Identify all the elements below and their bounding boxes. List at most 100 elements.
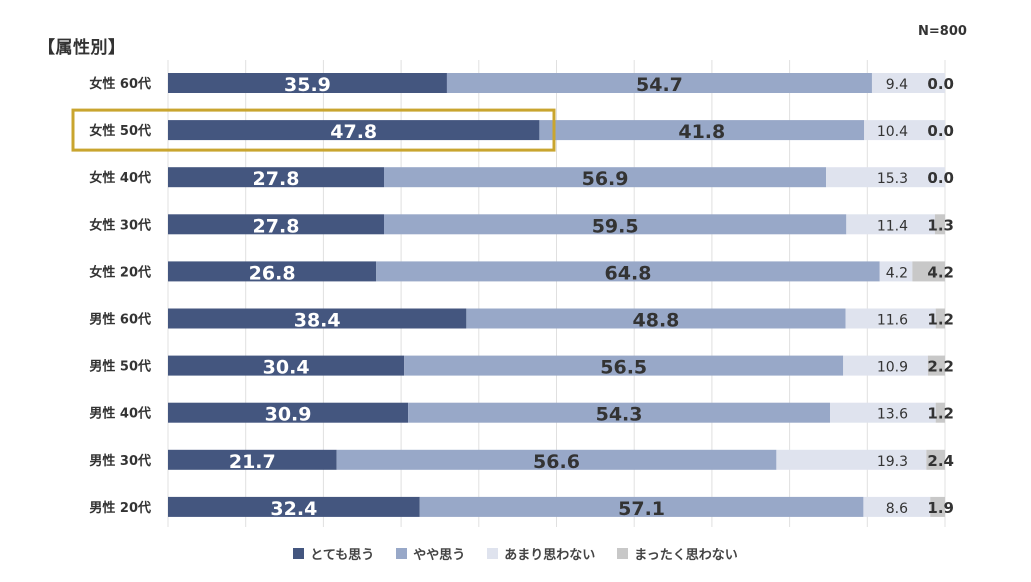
bar-segment — [927, 355, 945, 376]
data-label: 4.2 — [927, 263, 954, 281]
bar-segment — [864, 120, 945, 141]
highlight-box — [71, 108, 556, 152]
bar-segment — [871, 73, 945, 93]
category-label: 男性 60代 — [89, 312, 151, 328]
data-label: 8.6 — [886, 501, 908, 517]
bar-segment — [466, 308, 846, 329]
data-label: 15.3 — [877, 171, 908, 187]
bar-segment — [930, 496, 945, 517]
bar-segment — [826, 167, 945, 188]
bar-segment — [879, 261, 913, 282]
legend-item: まったく思わない — [617, 544, 738, 563]
data-label: 54.3 — [596, 404, 643, 426]
sample-size-label: N=800 — [918, 24, 967, 39]
data-label: 0.0 — [927, 122, 954, 140]
bar-segment — [935, 308, 945, 329]
data-label: 11.6 — [877, 313, 908, 329]
data-label: 64.8 — [605, 262, 652, 284]
legend-item: あまり思わない — [487, 544, 595, 563]
legend-label: あまり思わない — [504, 548, 596, 563]
bar-segment — [376, 261, 880, 282]
category-label: 男性 20代 — [89, 500, 151, 516]
data-label: 56.9 — [582, 168, 629, 190]
data-label: 10.4 — [877, 124, 908, 140]
data-label: 32.4 — [270, 498, 317, 520]
legend-swatch — [617, 548, 629, 559]
bar-segment — [168, 120, 540, 141]
data-label: 54.7 — [636, 74, 683, 96]
data-label: 48.8 — [633, 310, 680, 332]
data-label: 13.6 — [877, 407, 908, 423]
data-label: 38.4 — [294, 310, 341, 332]
bar-segment — [168, 496, 420, 517]
data-label: 0.0 — [927, 169, 954, 187]
bar-segment — [845, 308, 936, 329]
category-label: 女性 30代 — [89, 217, 151, 233]
bar-segment — [446, 73, 872, 93]
legend-item: とても思う — [293, 544, 374, 563]
data-label: 56.5 — [600, 357, 647, 379]
data-label: 27.8 — [253, 168, 300, 190]
category-label: 女性 60代 — [89, 76, 151, 92]
bar-segment — [846, 214, 935, 235]
category-label: 女性 40代 — [89, 170, 151, 186]
bar-segment — [404, 355, 844, 376]
bar-segment — [843, 355, 928, 376]
bar-segment — [384, 167, 827, 188]
bar-segment — [168, 449, 337, 470]
bar-segment — [408, 402, 831, 423]
bar-segment — [168, 261, 377, 282]
data-label: 1.9 — [927, 499, 954, 517]
legend-label: とても思う — [310, 548, 375, 563]
bar-segment — [168, 308, 467, 329]
bar-segment — [168, 214, 385, 235]
bar-segment — [336, 449, 777, 470]
data-label: 30.9 — [265, 404, 312, 426]
chart-legend: とても思う やや思う あまり思わない まったく思わない — [0, 544, 1031, 563]
bar-segment — [168, 73, 447, 93]
legend-item: やや思う — [396, 544, 465, 563]
bar-segment — [912, 261, 945, 282]
bar-segment — [830, 402, 936, 423]
data-label: 10.9 — [877, 360, 908, 376]
data-label: 41.8 — [678, 121, 725, 143]
data-label: 1.2 — [927, 311, 954, 329]
category-label: 女性 20代 — [89, 264, 151, 280]
data-label: 56.6 — [533, 451, 580, 473]
data-label: 26.8 — [249, 262, 296, 284]
category-label: 女性 50代 — [89, 123, 151, 139]
bar-segment — [419, 496, 864, 517]
category-label: 男性 40代 — [89, 406, 151, 422]
bar-segment — [776, 449, 927, 470]
data-label: 30.4 — [263, 357, 310, 379]
bar-segment — [384, 214, 847, 235]
data-label: 2.4 — [927, 452, 954, 470]
bar-segment — [926, 449, 945, 470]
data-label: 1.3 — [927, 216, 954, 234]
data-label: 27.8 — [253, 215, 300, 237]
category-label: 男性 50代 — [89, 359, 151, 375]
data-label: 4.2 — [886, 265, 908, 281]
category-label: 男性 30代 — [89, 453, 151, 469]
data-label: 47.8 — [330, 121, 377, 143]
data-label: 11.4 — [877, 218, 908, 234]
legend-swatch — [487, 548, 499, 559]
bar-segment — [539, 120, 865, 141]
bar-segment — [168, 402, 409, 423]
data-label: 2.2 — [927, 358, 954, 376]
data-label: 59.5 — [592, 215, 639, 237]
data-label: 57.1 — [618, 498, 665, 520]
data-label: 1.2 — [927, 405, 954, 423]
chart-title: 【属性別】 — [38, 38, 126, 58]
bar-segment — [934, 214, 945, 235]
legend-label: まったく思わない — [634, 548, 738, 563]
bar-segment — [935, 402, 945, 423]
data-label: 21.7 — [229, 451, 276, 473]
legend-swatch — [396, 548, 408, 559]
legend-swatch — [293, 548, 305, 559]
data-label: 19.3 — [877, 454, 908, 470]
bar-segment — [168, 167, 385, 188]
legend-label: やや思う — [413, 548, 466, 563]
data-label: 0.0 — [927, 75, 954, 93]
